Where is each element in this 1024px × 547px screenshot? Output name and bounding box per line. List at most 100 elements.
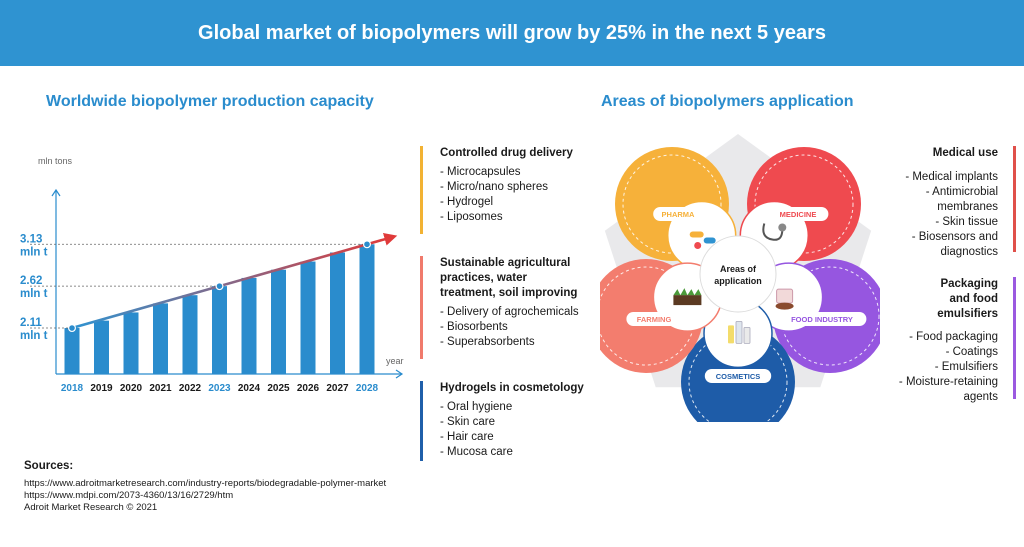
packaging-title-line: Packaging — [940, 278, 998, 290]
bar — [212, 286, 227, 374]
annotation-unit: mln t — [20, 288, 48, 300]
segment-label: PHARMA — [662, 210, 695, 219]
application-wheel: Areas of application PHARMA MEDICINE FOOD IN… — [600, 134, 880, 422]
list-item: - Hydrogel — [440, 196, 494, 208]
packaging-title-line: and food — [949, 293, 998, 305]
x-tick-label: 2024 — [238, 383, 261, 394]
bar — [241, 277, 257, 374]
segment-dashed-ring — [754, 154, 854, 254]
cosmetic-bottle-icon — [735, 320, 743, 344]
list-item: - Microcapsules — [440, 166, 521, 178]
source-link[interactable]: https://www.mdpi.com/2073-4360/13/16/272… — [24, 490, 234, 501]
segment-label-pill — [767, 207, 829, 221]
bar — [300, 261, 316, 374]
source-link[interactable]: https://www.adroitmarketresearch.com/ind… — [24, 478, 387, 489]
cosmetic-tube-icon — [728, 325, 734, 344]
packaging-block: Packaging and food emulsifiers - Food pa… — [860, 277, 1016, 403]
list-item: - Emulsifiers — [934, 361, 998, 373]
copyright-note: Adroit Market Research © 2021 — [24, 502, 158, 513]
packaging-title-line: emulsifiers — [937, 308, 998, 320]
list-item: diagnostics — [940, 246, 998, 258]
x-tick-label: 2025 — [267, 383, 290, 394]
y-axis-label: mln tons — [38, 156, 73, 166]
list-item: - Mucosa care — [440, 446, 513, 458]
list-item: - Skin tissue — [935, 216, 998, 228]
segment-label: FARMING — [637, 315, 672, 324]
sources-title: Sources: — [24, 460, 74, 472]
list-item: - Biosensors and — [911, 231, 998, 243]
stethoscope-head-icon — [778, 223, 787, 232]
bar — [182, 295, 198, 374]
pill-capsule-icon — [689, 231, 704, 238]
annotation-value: 2.11 — [20, 317, 42, 329]
list-item: - Liposomes — [440, 211, 503, 223]
list-item: - Biosorbents — [440, 321, 508, 333]
x-tick-label: 2022 — [179, 383, 202, 394]
list-item: - Food packaging — [909, 331, 998, 343]
trend-line — [71, 232, 398, 330]
bar — [359, 244, 375, 374]
list-item: - Antimicrobial — [925, 186, 998, 198]
production-capacity-chart: mln tons year 2018 2019 2020 2021 2022 2023 2024… — [20, 156, 404, 394]
y-axis-arrow — [51, 188, 61, 197]
agriculture-accent-bar — [420, 256, 423, 359]
center-label: Areas of — [720, 264, 757, 274]
food-item-icon — [775, 302, 794, 310]
bar — [64, 328, 80, 374]
drug-delivery-accent-bar — [420, 146, 423, 234]
list-item: - Skin care — [440, 416, 495, 428]
cosmetology-title: Hydrogels in cosmetology — [440, 382, 584, 394]
x-tick-label: 2027 — [326, 383, 349, 394]
agriculture-title: Sustainable agricultural practices, wate… — [440, 256, 620, 301]
segment-dashed-ring — [780, 266, 880, 366]
annotation-marker — [215, 282, 224, 291]
list-item: - Superabsorbents — [440, 336, 535, 348]
segment-label: COSMETICS — [716, 372, 761, 381]
agriculture-title-line: practices, water — [440, 272, 527, 284]
agriculture-title-line: treatment, soil improving — [440, 287, 578, 299]
drug-delivery-block: Controlled drug delivery - Microcapsules… — [420, 146, 610, 246]
stethoscope-icon — [762, 223, 784, 241]
list-item: - Delivery of agrochemicals — [440, 306, 579, 318]
applications-section-title: Areas of biopolymers application — [601, 93, 854, 110]
list-item: - Micro/nano spheres — [440, 181, 549, 193]
sources: Sources: https://www.adroitmarketresearc… — [24, 460, 386, 514]
grass-icon — [673, 288, 702, 296]
x-tick-label: 2018 — [61, 383, 84, 394]
packaging-title: Packaging and food emulsifiers — [860, 277, 998, 322]
cosmetology-accent-bar — [420, 381, 423, 461]
annotation-value: 3.13 — [20, 233, 42, 245]
soil-icon — [673, 295, 702, 306]
bar — [271, 269, 286, 374]
segment-dashed-ring — [622, 154, 722, 254]
annotation-unit: mln t — [20, 330, 48, 342]
center-label: application — [714, 276, 762, 286]
annotation-value: 2.62 — [20, 275, 42, 287]
list-item: - Hair care — [440, 431, 494, 443]
segment-label-pill — [653, 207, 703, 221]
x-tick-label: 2020 — [120, 383, 143, 394]
page-title: Global market of biopolymers will grow b… — [198, 21, 826, 44]
segment-label-pill — [704, 369, 772, 383]
packaging-accent-bar — [1013, 277, 1016, 399]
x-tick-label: 2021 — [149, 383, 172, 394]
medical-use-accent-bar — [1013, 146, 1016, 252]
list-item: - Oral hygiene — [440, 401, 513, 413]
list-item: - Moisture-retaining — [898, 376, 998, 388]
chart-section-title: Worldwide biopolymer production capacity — [46, 93, 374, 110]
annotation-unit: mln t — [20, 246, 48, 258]
x-axis-label: year — [386, 356, 404, 366]
segment-label: MEDICINE — [780, 210, 817, 219]
list-item: membranes — [937, 201, 998, 213]
medical-use-block: Medical use - Medical implants - Antimic… — [860, 146, 1016, 258]
x-tick-label: 2026 — [297, 383, 320, 394]
annotation-marker — [67, 324, 76, 333]
list-item: agents — [963, 391, 998, 403]
x-tick-label: 2028 — [356, 383, 379, 394]
tablet-icon — [694, 242, 702, 249]
bar — [94, 320, 109, 374]
medical-use-title: Medical use — [932, 147, 998, 159]
list-item: - Coatings — [945, 346, 998, 358]
bar — [330, 252, 345, 374]
segment-label-pill — [626, 312, 682, 326]
